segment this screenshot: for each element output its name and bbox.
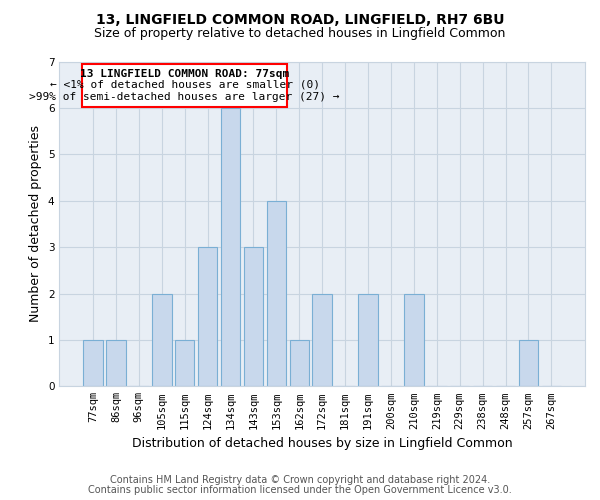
Text: Size of property relative to detached houses in Lingfield Common: Size of property relative to detached ho… [94, 28, 506, 40]
Bar [519, 340, 538, 386]
Bar [106, 340, 125, 386]
Bar [290, 340, 309, 386]
Bar [175, 340, 194, 386]
Bar [221, 108, 240, 386]
Text: Contains public sector information licensed under the Open Government Licence v3: Contains public sector information licen… [88, 485, 512, 495]
Text: 13, LINGFIELD COMMON ROAD, LINGFIELD, RH7 6BU: 13, LINGFIELD COMMON ROAD, LINGFIELD, RH… [96, 12, 504, 26]
Bar [83, 340, 103, 386]
Text: Contains HM Land Registry data © Crown copyright and database right 2024.: Contains HM Land Registry data © Crown c… [110, 475, 490, 485]
Bar [244, 247, 263, 386]
Y-axis label: Number of detached properties: Number of detached properties [29, 126, 43, 322]
Text: ← <1% of detached houses are smaller (0): ← <1% of detached houses are smaller (0) [50, 80, 320, 90]
Bar [266, 200, 286, 386]
Text: 13 LINGFIELD COMMON ROAD: 77sqm: 13 LINGFIELD COMMON ROAD: 77sqm [80, 68, 289, 78]
Bar [358, 294, 378, 386]
Bar [152, 294, 172, 386]
X-axis label: Distribution of detached houses by size in Lingfield Common: Distribution of detached houses by size … [132, 437, 512, 450]
Bar [198, 247, 217, 386]
Text: >99% of semi-detached houses are larger (27) →: >99% of semi-detached houses are larger … [29, 92, 340, 102]
Bar [313, 294, 332, 386]
Bar [404, 294, 424, 386]
FancyBboxPatch shape [82, 64, 287, 107]
